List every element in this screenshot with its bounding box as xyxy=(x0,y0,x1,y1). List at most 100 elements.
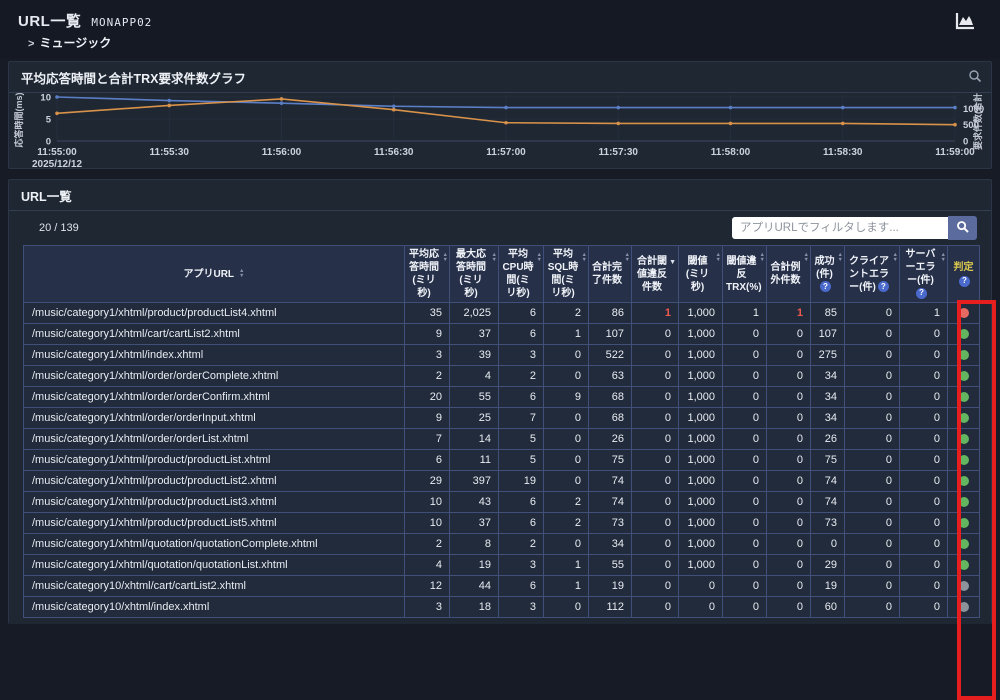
area-chart-icon[interactable] xyxy=(954,10,976,32)
magnifier-zoom-icon[interactable] xyxy=(968,69,982,83)
value-cell: 0 xyxy=(723,450,767,471)
value-cell: 0 xyxy=(723,366,767,387)
col-header-app-url[interactable]: アプリURL▲▼ xyxy=(24,246,405,303)
col-header-9[interactable]: 合計例外件数▲▼ xyxy=(767,246,811,303)
value-cell: 1 xyxy=(544,324,589,345)
value-cell: 0 xyxy=(900,345,948,366)
value-cell: 73 xyxy=(589,513,632,534)
col-header-8[interactable]: 閾値違反TRX(%)▲▼ xyxy=(723,246,767,303)
col-header-10[interactable]: 成功(件)?▲▼ xyxy=(811,246,845,303)
value-cell: 0 xyxy=(845,534,900,555)
value-cell: 4 xyxy=(405,555,450,576)
value-cell: 0 xyxy=(845,429,900,450)
judgement-cell xyxy=(948,450,980,471)
status-dot-green xyxy=(959,371,969,381)
table-row[interactable]: /music/category10/xhtml/index.xhtml31830… xyxy=(24,597,980,618)
value-cell: 1,000 xyxy=(679,387,723,408)
col-header-3[interactable]: 平均CPU時間(ミリ秒)▲▼ xyxy=(499,246,544,303)
value-cell: 0 xyxy=(544,366,589,387)
col-header-2[interactable]: 最大応答時間(ミリ秒)▲▼ xyxy=(450,246,499,303)
url-filter-input[interactable] xyxy=(732,217,948,239)
value-cell: 0 xyxy=(845,324,900,345)
table-row[interactable]: /music/category1/xhtml/order/orderConfir… xyxy=(24,387,980,408)
value-cell: 3 xyxy=(499,345,544,366)
table-row[interactable]: /music/category1/xhtml/order/orderInput.… xyxy=(24,408,980,429)
col-header-12[interactable]: サーバーエラー(件)?▲▼ xyxy=(900,246,948,303)
value-cell: 35 xyxy=(405,303,450,324)
table-row[interactable]: /music/category1/xhtml/order/orderComple… xyxy=(24,366,980,387)
value-cell: 0 xyxy=(900,387,948,408)
app-id-label: MONAPP02 xyxy=(91,16,152,29)
value-cell: 75 xyxy=(811,450,845,471)
col-label: 平均SQL時間(ミリ秒) xyxy=(548,249,579,299)
question-mark-icon[interactable]: ? xyxy=(878,281,889,292)
table-row[interactable]: /music/category1/xhtml/product/productLi… xyxy=(24,471,980,492)
value-cell: 74 xyxy=(811,492,845,513)
judgement-cell xyxy=(948,513,980,534)
value-cell: 26 xyxy=(589,429,632,450)
question-mark-icon[interactable]: ? xyxy=(959,276,970,287)
value-cell: 68 xyxy=(589,387,632,408)
col-header-11[interactable]: クライアントエラー(件)?▲▼ xyxy=(845,246,900,303)
breadcrumb: >ミュージック xyxy=(28,34,982,51)
judgement-cell xyxy=(948,555,980,576)
table-row[interactable]: /music/category1/xhtml/cart/cartList2.xh… xyxy=(24,324,980,345)
value-cell: 0 xyxy=(845,408,900,429)
table-row[interactable]: /music/category1/xhtml/index.xhtml339305… xyxy=(24,345,980,366)
col-header-4[interactable]: 平均SQL時間(ミリ秒)▲▼ xyxy=(544,246,589,303)
value-cell: 0 xyxy=(900,555,948,576)
value-cell: 1,000 xyxy=(679,303,723,324)
app-url-cell: /music/category10/xhtml/cart/cartList2.x… xyxy=(24,576,405,597)
question-mark-icon[interactable]: ? xyxy=(820,281,831,292)
value-cell: 0 xyxy=(723,555,767,576)
value-cell: 107 xyxy=(589,324,632,345)
status-dot-green xyxy=(959,560,969,570)
value-cell: 0 xyxy=(900,534,948,555)
value-cell: 3 xyxy=(405,345,450,366)
judgement-cell xyxy=(948,387,980,408)
table-row[interactable]: /music/category1/xhtml/quotation/quotati… xyxy=(24,534,980,555)
filter-search-button[interactable] xyxy=(948,216,977,240)
app-url-cell: /music/category1/xhtml/order/orderComple… xyxy=(24,366,405,387)
value-cell: 26 xyxy=(811,429,845,450)
status-dot-green xyxy=(959,539,969,549)
table-row[interactable]: /music/category1/xhtml/product/productLi… xyxy=(24,303,980,324)
magnifier-icon xyxy=(956,220,970,237)
question-mark-icon[interactable]: ? xyxy=(916,288,927,299)
col-header-7[interactable]: 閾値(ミリ秒)▲▼ xyxy=(679,246,723,303)
value-cell: 0 xyxy=(845,450,900,471)
status-dot-green xyxy=(959,455,969,465)
table-row[interactable]: /music/category1/xhtml/product/productLi… xyxy=(24,450,980,471)
value-cell: 397 xyxy=(450,471,499,492)
table-row[interactable]: /music/category1/xhtml/order/orderList.x… xyxy=(24,429,980,450)
sort-arrows-icon: ▲▼ xyxy=(716,253,721,262)
judgement-cell xyxy=(948,429,980,450)
table-row[interactable]: /music/category1/xhtml/product/productLi… xyxy=(24,492,980,513)
col-header-1[interactable]: 平均応答時間(ミリ秒)▲▼ xyxy=(405,246,450,303)
table-row[interactable]: /music/category10/xhtml/cart/cartList2.x… xyxy=(24,576,980,597)
value-cell: 522 xyxy=(589,345,632,366)
col-header-5[interactable]: 合計完了件数▲▼ xyxy=(589,246,632,303)
breadcrumb-music-link[interactable]: ミュージック xyxy=(39,36,111,50)
value-cell: 1,000 xyxy=(679,555,723,576)
table-row[interactable]: /music/category1/xhtml/quotation/quotati… xyxy=(24,555,980,576)
status-dot-green xyxy=(959,392,969,402)
col-label: 平均応答時間(ミリ秒) xyxy=(409,249,439,299)
col-header-6[interactable]: 合計閾値違反件数▼ xyxy=(632,246,679,303)
table-row[interactable]: /music/category1/xhtml/product/productLi… xyxy=(24,513,980,534)
value-cell: 0 xyxy=(632,471,679,492)
value-cell: 0 xyxy=(900,513,948,534)
value-cell: 1 xyxy=(544,576,589,597)
value-cell: 11 xyxy=(450,450,499,471)
status-dot-green xyxy=(959,434,969,444)
value-cell: 9 xyxy=(544,387,589,408)
value-cell: 2 xyxy=(499,366,544,387)
sort-arrows-icon: ▲▼ xyxy=(941,253,946,262)
value-cell: 0 xyxy=(845,387,900,408)
value-cell: 1,000 xyxy=(679,513,723,534)
col-label: 閾値違反TRX(%) xyxy=(726,256,762,293)
value-cell: 0 xyxy=(900,492,948,513)
value-cell: 0 xyxy=(544,345,589,366)
value-cell: 29 xyxy=(811,555,845,576)
value-cell: 19 xyxy=(499,471,544,492)
